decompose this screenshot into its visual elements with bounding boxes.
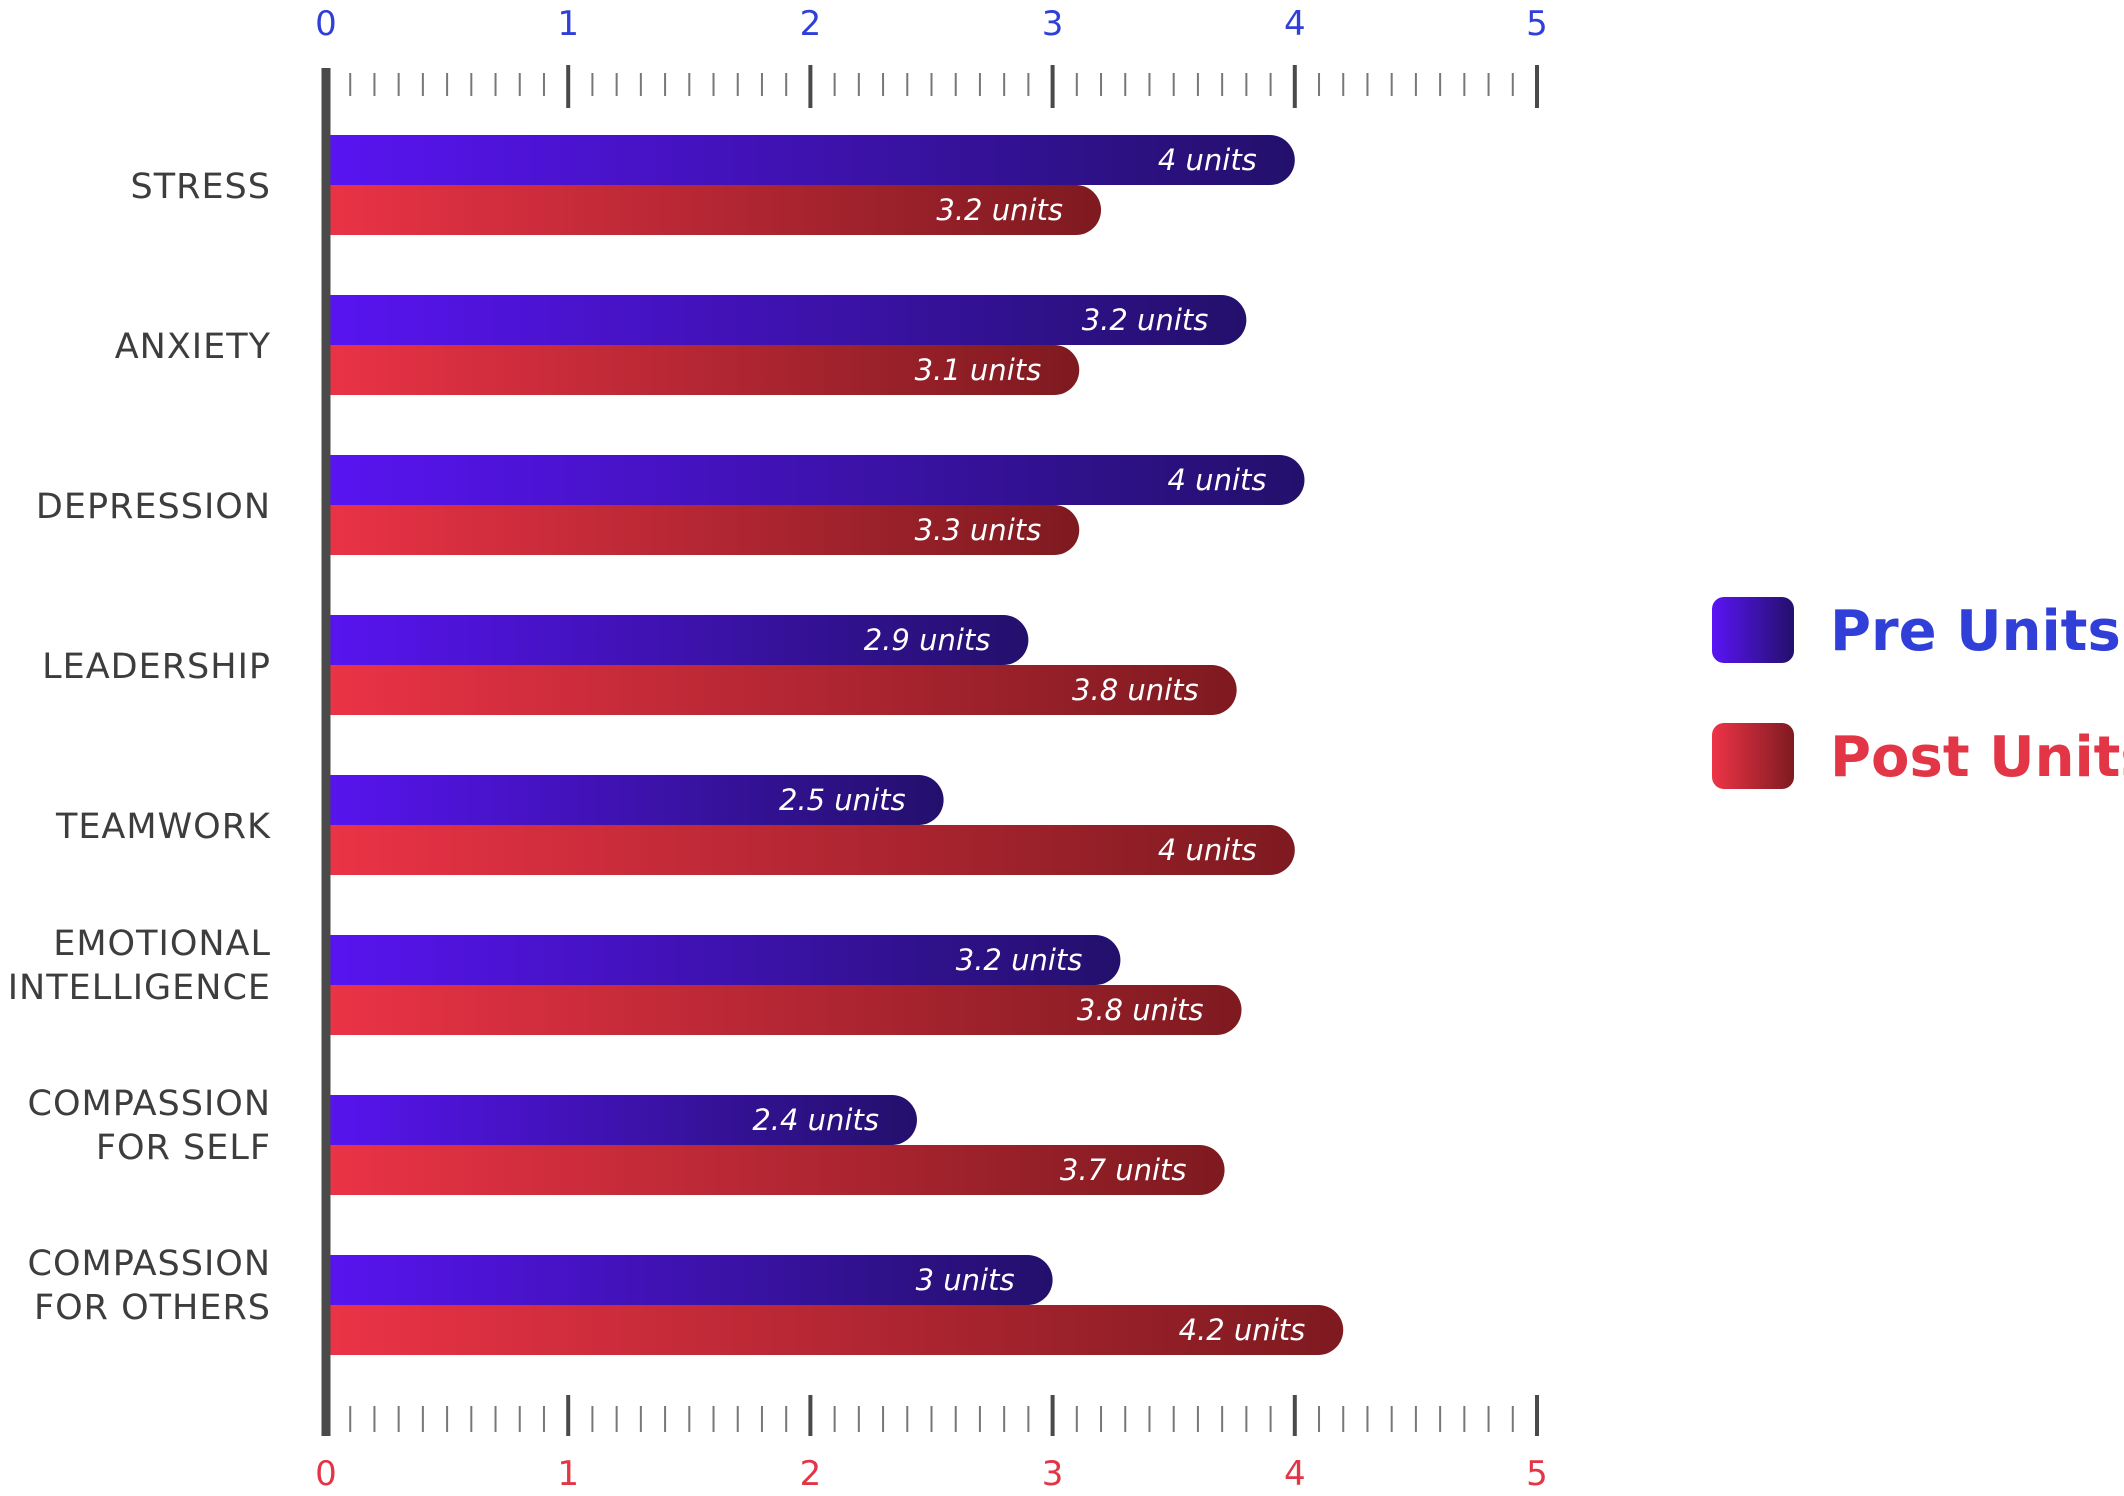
tick-label-bottom: 2: [800, 1454, 822, 1494]
tick-label-top: 3: [1042, 4, 1064, 44]
post-bar: [330, 1145, 1225, 1195]
category-label: LEADERSHIP: [42, 647, 271, 687]
tick-label-top: 1: [557, 4, 579, 44]
post-bar-label: 3.7 units: [1060, 1153, 1187, 1187]
legend-swatch-pre: [1712, 597, 1794, 663]
post-bar-label: 4 units: [1158, 833, 1257, 867]
post-bar: [330, 1305, 1344, 1355]
post-bar-label: 4.2 units: [1179, 1313, 1306, 1347]
category-labels: STRESS ANXIETY DEPRESSION LEADERSHIP TEAMWOR…: [8, 167, 271, 1328]
tick-label-bottom: 3: [1042, 1454, 1064, 1494]
category-label: DEPRESSION: [36, 487, 271, 527]
pre-bar: [330, 455, 1305, 505]
pre-bar-label: 3 units: [916, 1263, 1015, 1297]
category-label: FOR SELF: [96, 1128, 271, 1168]
post-bar: [330, 665, 1237, 715]
tick-label-bottom: 4: [1284, 1454, 1306, 1494]
pre-bar-label: 2.4 units: [752, 1103, 879, 1137]
tick-label-top: 4: [1284, 4, 1306, 44]
bar-labels: 4 units 3.2 units 3.2 units 3.1 units 4 unit…: [752, 143, 1305, 1347]
pre-bar-label: 2.5 units: [779, 783, 906, 817]
category-label: INTELLIGENCE: [8, 968, 271, 1008]
pre-bar: [330, 615, 1029, 665]
post-bar-label: 3.2 units: [936, 193, 1063, 227]
legend-swatch-post: [1712, 723, 1794, 789]
legend-label-post: Post Units: [1830, 725, 2124, 790]
post-bar: [330, 985, 1242, 1035]
bars: [330, 135, 1344, 1355]
pre-bar: [330, 295, 1247, 345]
pre-bar: [330, 935, 1121, 985]
pre-bar-label: 2.9 units: [864, 623, 991, 657]
legend-label-pre: Pre Units: [1830, 599, 2121, 664]
pre-bar-label: 3.2 units: [956, 943, 1083, 977]
category-label: FOR OTHERS: [34, 1288, 271, 1328]
pre-bar: [330, 135, 1295, 185]
tick-label-top: 2: [800, 4, 822, 44]
post-bar-label: 3.1 units: [915, 353, 1042, 387]
category-label: ANXIETY: [115, 327, 271, 367]
top-axis: 0 1 2 3 4 5: [315, 4, 1548, 108]
category-label: TEAMWORK: [55, 807, 271, 847]
pre-bar: [330, 1095, 917, 1145]
tick-label-top: 5: [1526, 4, 1548, 44]
post-bar-label: 3.8 units: [1077, 993, 1204, 1027]
pre-bar-label: 3.2 units: [1082, 303, 1209, 337]
post-bar-label: 3.8 units: [1072, 673, 1199, 707]
pre-bar: [330, 1255, 1053, 1305]
post-bar: [330, 505, 1080, 555]
legend: Pre Units Post Units: [1712, 597, 2124, 790]
bottom-axis: 0 1 2 3 4 5: [315, 1395, 1548, 1494]
category-label: COMPASSION: [28, 1084, 271, 1124]
post-bar: [330, 825, 1295, 875]
pre-bar-label: 4 units: [1168, 463, 1267, 497]
tick-label-bottom: 0: [315, 1454, 337, 1494]
tick-label-bottom: 5: [1526, 1454, 1548, 1494]
post-bar-label: 3.3 units: [915, 513, 1042, 547]
pre-bar-label: 4 units: [1158, 143, 1257, 177]
category-label: COMPASSION: [28, 1244, 271, 1284]
tick-label-bottom: 1: [557, 1454, 579, 1494]
category-label: STRESS: [131, 167, 271, 207]
post-bar: [330, 185, 1102, 235]
tick-label-top: 0: [315, 4, 337, 44]
post-bar: [330, 345, 1080, 395]
category-label: EMOTIONAL: [53, 924, 271, 964]
pre-bar: [330, 775, 944, 825]
